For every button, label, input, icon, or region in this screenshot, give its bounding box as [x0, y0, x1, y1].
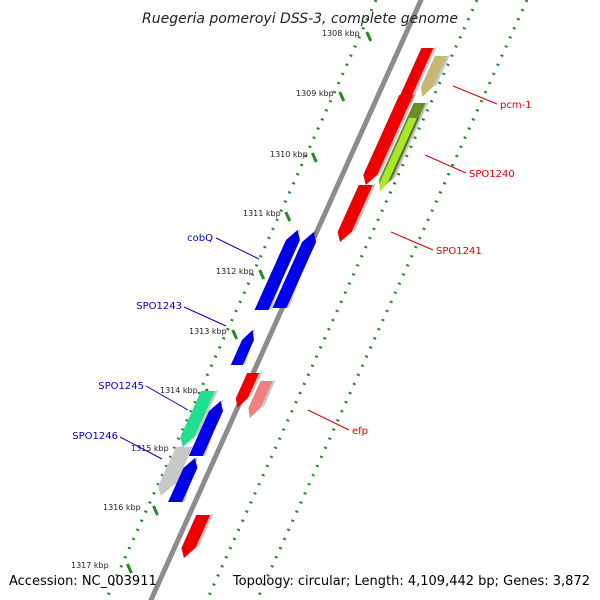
tick-label: 1313 kbp	[189, 327, 227, 336]
gene-arrow-pcm-1	[420, 56, 447, 97]
leader-line	[424, 154, 467, 174]
tick-mark	[338, 91, 346, 102]
gene-label-efp: efp	[352, 426, 368, 437]
tick-label: 1314 kbp	[160, 386, 198, 395]
gene-label-pcm-1: pcm-1	[500, 100, 532, 111]
gene-arrow-red	[181, 515, 211, 558]
gene-arrow-cobQ-bevel	[268, 229, 301, 310]
gene-arrow-SPO1246	[158, 447, 190, 496]
leader-line	[215, 237, 260, 260]
leader-line	[390, 231, 434, 251]
tick-label: 1309 kbp	[296, 89, 334, 98]
tick-label: 1310 kbp	[270, 150, 308, 159]
gene-arrow-efp	[248, 381, 273, 418]
map-title: Ruegeria pomeroyi DSS-3, complete genome	[142, 11, 458, 27]
tick-label: 1315 kbp	[131, 444, 169, 453]
leader-line	[145, 385, 189, 411]
leader-line	[307, 409, 350, 431]
tick-mark	[231, 329, 239, 340]
gene-arrow-blue	[168, 458, 198, 502]
gene-label-SPO1243: SPO1243	[136, 301, 182, 312]
genome-summary-text: Topology: circular; Length: 4,109,442 bp…	[232, 574, 590, 589]
gene-arrow-olive-bevel	[391, 102, 429, 180]
gene-arrow-SPO1243-bevel	[242, 329, 256, 365]
tick-mark	[126, 563, 133, 574]
gene-arrow-red-bevel	[195, 514, 214, 548]
tick-label: 1312 kbp	[216, 267, 254, 276]
gene-arrow-cobQ-2	[272, 232, 317, 308]
gene-arrow-red	[235, 373, 260, 408]
label-leaders	[119, 85, 498, 460]
tick-label: 1316 kbp	[103, 503, 141, 512]
leader-line	[452, 85, 498, 105]
gene-label-SPO1245: SPO1245	[98, 381, 144, 392]
accession-text: Accession: NC_003911	[9, 574, 157, 589]
gene-arrow-pcm-1-bevel	[432, 55, 450, 87]
gene-arrow-red	[363, 95, 414, 185]
tick-mark	[152, 505, 159, 516]
gene-arrow-SPO1240-bevel	[388, 117, 420, 182]
tick-mark	[258, 269, 266, 280]
gene-label-SPO1246: SPO1246	[72, 431, 118, 442]
tick-mark	[365, 31, 373, 42]
gene-label-SPO1241: SPO1241	[436, 246, 482, 257]
leader-line	[119, 436, 163, 460]
tick-row-outer-1	[205, 0, 479, 600]
gene-arrow-red-bevel	[247, 372, 263, 398]
gene-arrow-cobQ-2-bevel	[286, 231, 317, 308]
gene-arrow-red-bevel	[377, 94, 417, 175]
gene-arrow-blue-bevel	[182, 457, 198, 502]
gene-arrow-blue	[188, 401, 224, 456]
tick-label: 1317 kbp	[71, 561, 109, 570]
gene-arrow-blue-bevel	[202, 400, 224, 456]
gene-arrow-red-bevel	[407, 47, 437, 105]
gene-arrow-SPO1241-bevel	[351, 184, 376, 232]
gene-label-cobQ: cobQ	[187, 233, 213, 244]
tick-row-inner	[104, 0, 378, 600]
gene-label-SPO1240: SPO1240	[469, 169, 515, 180]
gene-arrow-cobQ	[254, 230, 300, 310]
gene-features	[158, 47, 450, 558]
gene-arrow-SPO1245	[180, 391, 216, 447]
gene-labels: pcm-1 SPO1240 SPO1241 efp cobQ SPO1243 SPO1245…	[72, 100, 531, 442]
gene-arrow-efp-bevel	[260, 380, 276, 408]
gene-arrow-SPO1246-bevel	[172, 446, 193, 486]
tick-mark	[310, 152, 318, 163]
gene-arrow-SPO1243	[230, 330, 254, 365]
leader-line	[183, 306, 227, 327]
gene-arrow-SPO1241	[337, 185, 373, 242]
tick-label: 1311 kbp	[243, 209, 281, 218]
gene-arrow-SPO1240	[379, 118, 417, 192]
gene-arrow-SPO1245-bevel	[194, 390, 219, 437]
tick-label: 1308 kbp	[322, 29, 360, 38]
tick-mark	[284, 211, 292, 222]
